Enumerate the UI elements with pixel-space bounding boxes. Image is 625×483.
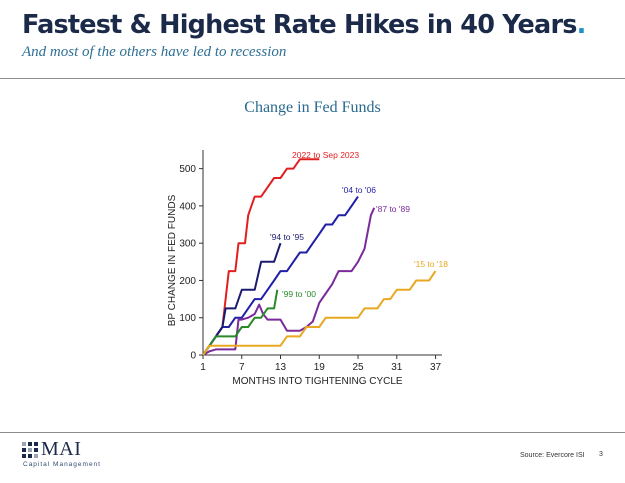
x-tick-label: 31: [391, 362, 403, 373]
series-line: [202, 242, 282, 356]
series-label: 2022 to Sep 2023: [292, 150, 359, 160]
series-line: [202, 270, 437, 356]
series-label: '99 to '00: [282, 289, 316, 299]
x-tick-label: 19: [314, 362, 326, 373]
chart-heading: Change in Fed Funds: [244, 99, 381, 116]
title-dot: .: [576, 10, 587, 40]
series-label: '94 to '95: [270, 232, 304, 242]
x-tick-label: 7: [239, 362, 245, 373]
logo-name: MAI: [41, 438, 82, 460]
y-tick-label: 400: [179, 201, 196, 212]
page-number: 3: [599, 451, 603, 458]
series-label: '15 to '18: [414, 259, 448, 269]
series-line: [202, 289, 279, 356]
x-tick-label: 1: [200, 362, 206, 373]
y-tick-label: 0: [190, 351, 196, 362]
y-tick-label: 100: [179, 313, 196, 324]
logo-tagline: Capital Management: [23, 461, 101, 468]
top-divider: [0, 78, 625, 79]
series-label: '04 to '06: [342, 185, 376, 195]
series-label: '87 to '89: [376, 204, 410, 214]
x-tick-label: 25: [352, 362, 364, 373]
x-axis-label: MONTHS INTO TIGHTENING CYCLE: [232, 376, 403, 387]
series-line: [202, 196, 359, 356]
slide-title-text: Fastest & Highest Rate Hikes in 40 Years: [22, 10, 577, 40]
y-tick-label: 500: [179, 164, 196, 175]
slide-title: Fastest & Highest Rate Hikes in 40 Years…: [22, 10, 586, 40]
series-line: [202, 158, 320, 356]
series-line: [202, 207, 376, 356]
slide-subtitle: And most of the others have led to reces…: [22, 44, 287, 60]
x-tick-label: 13: [275, 362, 287, 373]
logo-grid-icon: [22, 442, 38, 458]
y-axis-label: BP CHANGE IN FED FUNDS: [167, 194, 178, 326]
bottom-divider: [0, 432, 625, 433]
x-tick-label: 37: [430, 362, 442, 373]
y-tick-label: 300: [179, 239, 196, 250]
source-note: Source: Evercore ISI: [520, 452, 585, 459]
y-tick-label: 200: [179, 276, 196, 287]
